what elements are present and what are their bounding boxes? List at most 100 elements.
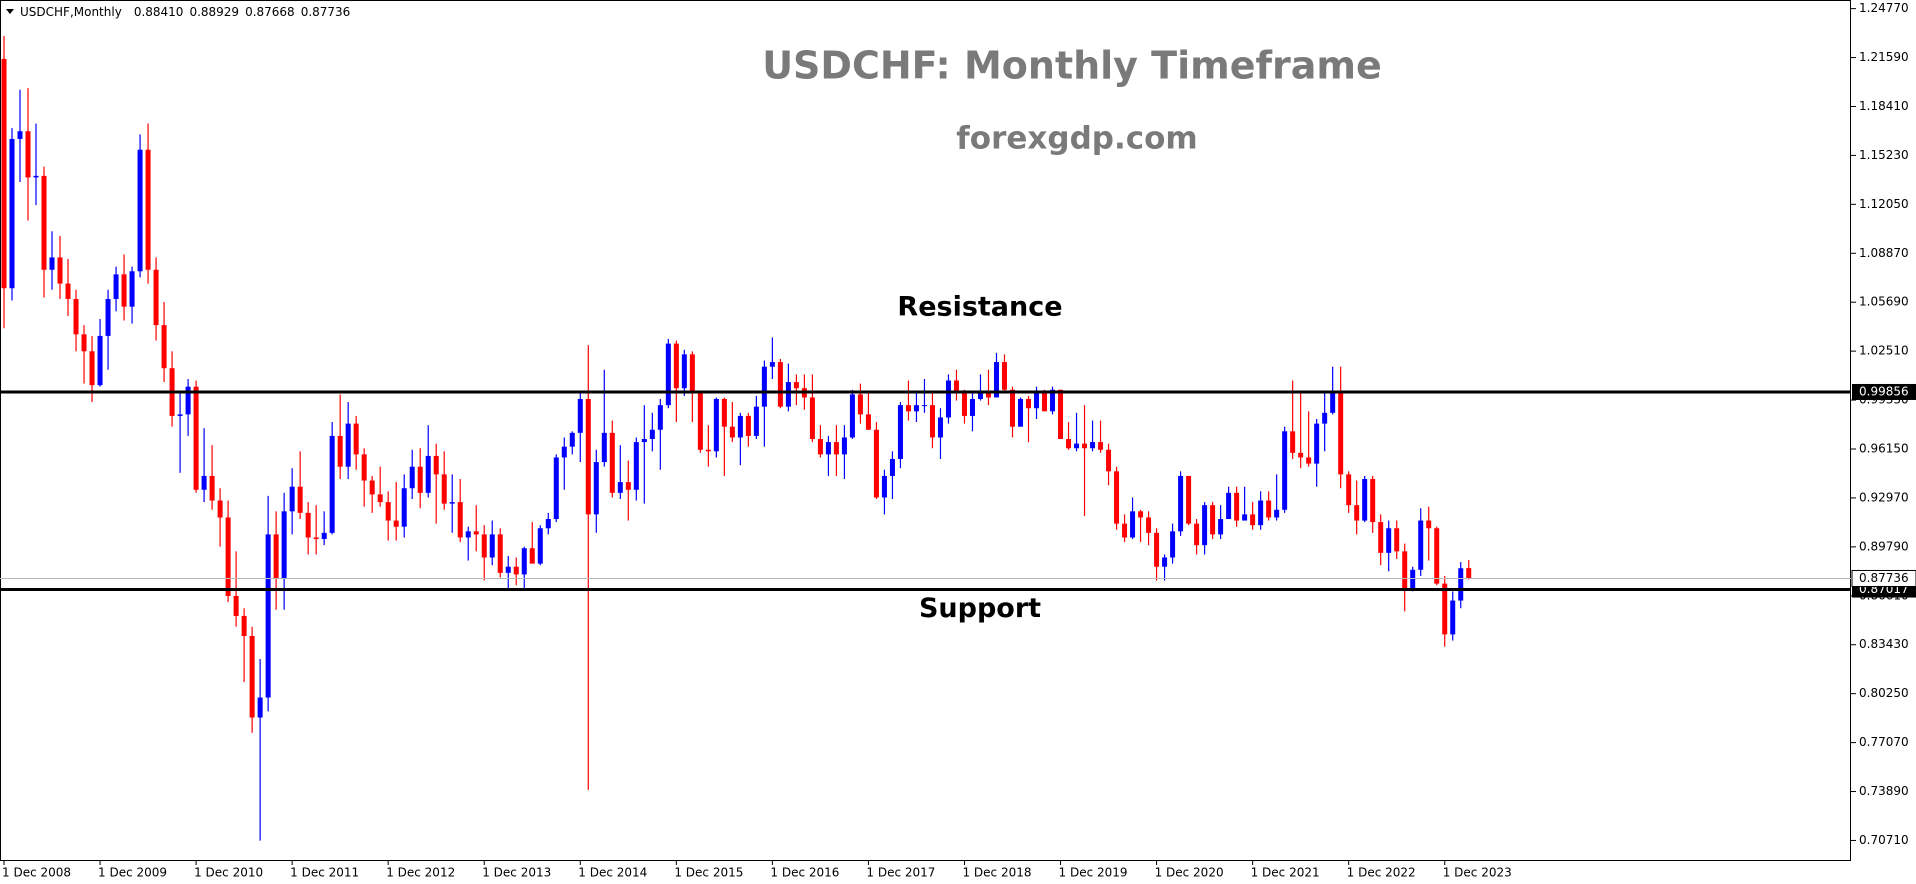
candle-body [753,406,759,436]
candle-body [1418,520,1424,570]
y-tick-label: 0.83430 [1859,637,1909,651]
candle-body [233,595,239,616]
candle-body [1386,528,1392,553]
candle-body [769,362,775,367]
candle-body [545,519,551,529]
x-tick-label: 1 Dec 2013 [482,866,551,880]
candle-body [489,534,495,558]
header: USDCHF,Monthly 0.88410 0.88929 0.87668 0.877… [20,5,350,19]
candle-body [865,414,871,430]
candle-body [665,343,671,406]
candle-body [937,417,943,438]
candle-body [857,394,863,415]
candle-body [1058,389,1064,440]
candle-body [1,58,7,289]
candle-body [1338,391,1344,475]
candle-body [1026,398,1032,409]
candle-body [609,432,615,493]
candle-body [481,534,487,558]
candle-body [681,354,687,389]
candle-body [633,442,639,490]
candle-body [449,502,455,504]
level-name: Resistance [897,291,1062,322]
candle-body [793,382,799,389]
candle-body [225,517,231,596]
candle-body [1458,568,1464,601]
candle-body [1282,431,1288,510]
x-tick-label: 1 Dec 2014 [578,866,647,880]
candle-body [1138,511,1144,518]
candle-body [1306,457,1312,464]
candle-body [161,325,167,369]
candle-body [1050,389,1056,412]
candle-body [673,343,679,389]
candle-body [265,534,271,698]
y-tick-label: 0.80250 [1859,686,1909,700]
candle-body [721,398,727,427]
candle-body [241,615,247,636]
candle-body [1258,500,1264,526]
candle-body [593,462,599,515]
x-tick-label: 1 Dec 2011 [290,866,359,880]
candle-body [185,386,191,415]
x-tick-label: 1 Dec 2015 [674,866,743,880]
header-value: 0.87668 [245,5,295,19]
candle-body [217,500,223,518]
candle-body [1122,523,1128,538]
candle-body [1018,398,1024,427]
candle-body [921,405,927,407]
candle-body [1178,475,1184,532]
candle-body [1354,505,1360,521]
header-value: 0.88410 [134,5,184,19]
candle-body [1266,500,1272,518]
candle-body [105,298,111,336]
candle-body [385,502,391,521]
candle-body [1202,505,1208,546]
x-tick-label: 1 Dec 2019 [1059,866,1128,880]
candle-body [337,435,343,467]
candle-body [913,405,919,412]
x-tick-label: 1 Dec 2020 [1155,866,1224,880]
candle-body [137,149,143,272]
y-tick-label: 1.24770 [1859,1,1909,15]
candle-body [1042,392,1048,412]
candle-body [1394,528,1400,552]
candle-body [745,415,751,436]
candle-body [953,380,959,392]
candle-body [737,415,743,438]
x-tick-label: 1 Dec 2008 [2,866,71,880]
candle-body [961,391,967,416]
y-tick-label: 1.18410 [1859,99,1909,113]
candle-body [1154,532,1160,567]
candle-body [993,362,999,398]
candle-body [1274,509,1280,518]
candle-body [841,437,847,455]
candle-body [569,432,575,447]
candle-body [305,512,311,538]
candle-body [1210,505,1216,535]
candle-body [521,548,527,575]
x-tick-label: 1 Dec 2018 [962,866,1031,880]
candle-body [57,257,63,284]
candle-body [1146,517,1152,533]
level-label: 0.99856 [1859,384,1909,398]
candle-body [17,131,23,139]
candle-body [513,566,519,575]
candle-body [1410,569,1416,589]
y-tick-label: 1.08870 [1859,246,1909,260]
candle-body [897,405,903,460]
candle-body [193,386,199,490]
candle-body [401,488,407,527]
candle-body [33,175,39,178]
candle-body [353,423,359,455]
y-tick-label: 1.02510 [1859,344,1909,358]
candle-body [81,334,87,352]
candle-body [1330,391,1336,413]
candle-body [825,442,831,455]
candle-body [329,435,335,533]
marks [1,35,1472,841]
candle-body [817,439,823,455]
candle-body [649,429,655,440]
